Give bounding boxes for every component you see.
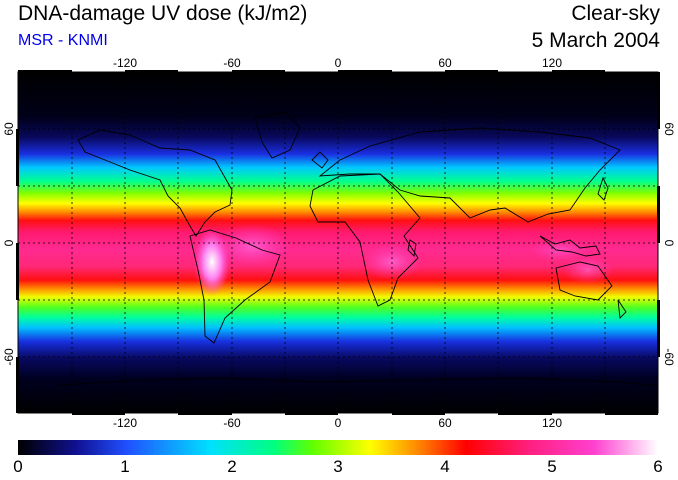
colorbar-label: 3 (333, 457, 343, 476)
lon-tick-bottom: 120 (542, 416, 562, 430)
colorbar-label: 0 (13, 457, 23, 476)
colorbar-label: 4 (440, 457, 450, 476)
lon-tick-bottom: 60 (438, 416, 452, 430)
lat-tick-left: 0 (2, 239, 16, 246)
indonesia-hotspot (530, 238, 590, 262)
lon-tick-top: 0 (335, 56, 342, 70)
colorbar-label: 6 (653, 457, 663, 476)
lat-tick-right: 0 (662, 240, 676, 247)
colorbar (18, 440, 658, 455)
lon-tick-top: -120 (113, 56, 137, 70)
lon-tick-bottom: 0 (335, 416, 342, 430)
lon-tick-bottom: -60 (223, 416, 241, 430)
south-america-hotspot (212, 224, 292, 268)
lat-tick-left: -60 (2, 348, 16, 366)
colorbar-label: 2 (227, 457, 237, 476)
lon-tick-top: 120 (542, 56, 562, 70)
lat-tick-right: -60 (662, 348, 676, 366)
map-title: DNA-damage UV dose (kJ/m2) (18, 2, 308, 25)
colorbar-label: 1 (120, 457, 130, 476)
date-label: 5 March 2004 (531, 29, 660, 52)
graticule (18, 72, 658, 413)
lat-tick-left: 60 (2, 122, 16, 136)
colorbar-label: 5 (547, 457, 557, 476)
condition-label: Clear-sky (571, 2, 660, 25)
map-frame (16, 70, 660, 415)
lon-tick-top: 60 (438, 56, 452, 70)
source-label: MSR - KNMI (18, 32, 108, 49)
lon-tick-top: -60 (223, 56, 241, 70)
lat-tick-right: 60 (662, 122, 676, 136)
lon-tick-bottom: -120 (113, 416, 137, 430)
